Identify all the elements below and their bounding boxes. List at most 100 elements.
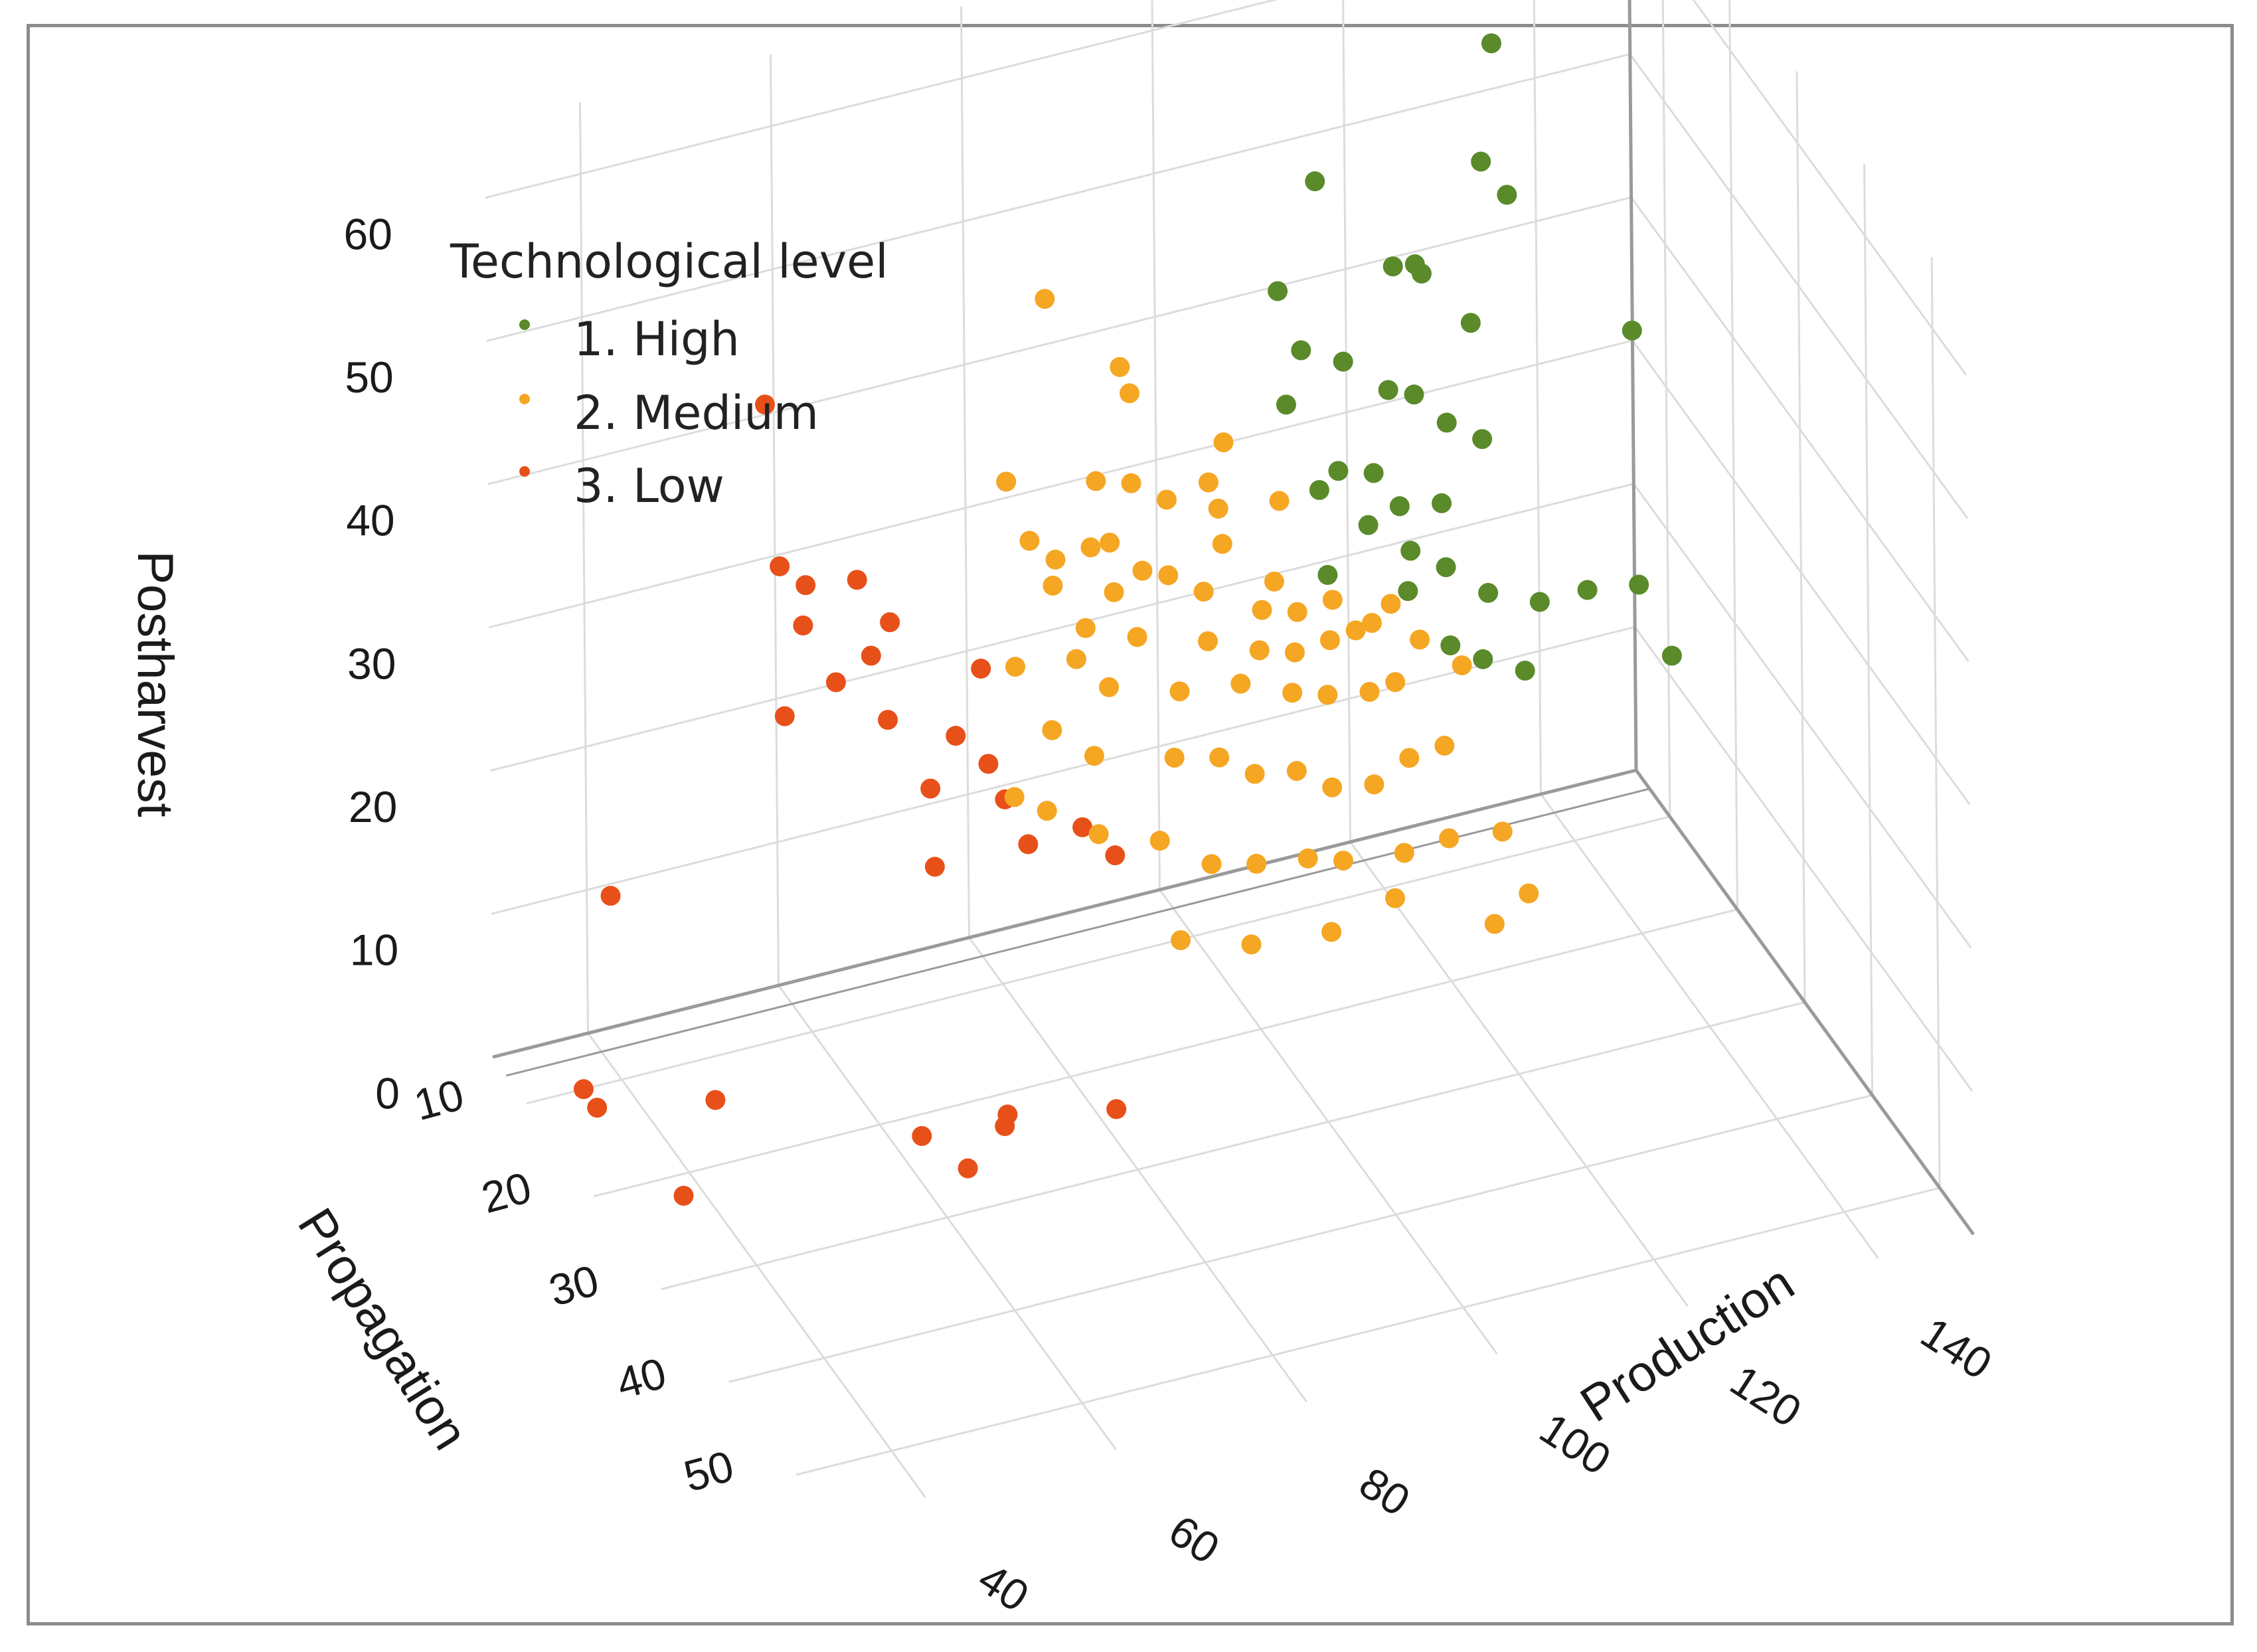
- data-point-series-2-14: [1212, 534, 1232, 554]
- data-point-series-1-29: [1577, 580, 1598, 600]
- x-axis-line: [492, 768, 1637, 1059]
- data-point-series-2-31: [1319, 630, 1340, 651]
- data-point-series-2-49: [1209, 747, 1230, 768]
- data-point-series-2-58: [1088, 824, 1109, 845]
- data-point-series-2-23: [1252, 600, 1272, 620]
- floor-grid-line: [594, 908, 1738, 1198]
- data-point-series-1-30: [1398, 581, 1418, 602]
- data-point-series-2-42: [1359, 682, 1380, 702]
- data-point-series-1-20: [1363, 463, 1384, 483]
- data-point-series-2-66: [1171, 930, 1191, 950]
- data-point-series-2-43: [1385, 672, 1406, 693]
- data-point-series-3-22: [587, 1098, 608, 1118]
- data-point-series-2-7: [1269, 491, 1290, 511]
- data-point-series-2-60: [1201, 854, 1222, 874]
- data-point-series-1-3: [1471, 151, 1491, 172]
- data-point-series-3-27: [995, 1116, 1015, 1137]
- data-point-series-1-21: [1389, 496, 1410, 517]
- data-point-series-2-41: [1317, 685, 1338, 705]
- data-point-series-2-57: [1037, 801, 1057, 821]
- x-axis-edge-line: [505, 787, 1650, 1077]
- data-point-series-1-28: [1529, 592, 1550, 612]
- back-wall-grid-line: [1151, 0, 1161, 890]
- data-point-series-1-36: [1317, 564, 1338, 585]
- data-point-series-2-9: [1121, 473, 1141, 493]
- x-tick-label: 140: [1912, 1307, 2001, 1388]
- data-point-series-2-21: [1043, 575, 1063, 596]
- data-point-series-3-28: [1106, 1099, 1127, 1119]
- data-point-series-3-29: [673, 1185, 694, 1206]
- data-point-series-2-10: [1156, 489, 1177, 510]
- data-point-series-1-5: [1622, 320, 1642, 341]
- data-point-series-2-48: [1164, 748, 1185, 768]
- data-point-series-1-27: [1478, 582, 1499, 603]
- data-point-series-2-62: [1297, 848, 1318, 868]
- data-point-series-2-29: [1249, 640, 1270, 661]
- y-tick-label: 40: [612, 1348, 671, 1408]
- data-point-series-2-37: [1099, 677, 1120, 697]
- legend-entry-high: 1. High: [519, 312, 740, 367]
- data-point-series-2-19: [1193, 582, 1214, 602]
- y-axis-line: [1634, 769, 1975, 1236]
- data-point-series-2-12: [1019, 531, 1040, 551]
- back-wall-grid-line: [770, 54, 780, 986]
- z-tick-label: 60: [344, 209, 392, 258]
- data-point-series-2-38: [1169, 681, 1190, 702]
- side-wall-grid-line: [1930, 257, 1941, 1189]
- data-point-series-3-10: [774, 706, 795, 726]
- data-point-series-2-55: [1434, 736, 1455, 756]
- data-point-series-1-26: [1436, 557, 1456, 578]
- side-wall-grid-line: [1661, 0, 1671, 817]
- data-point-series-2-64: [1394, 843, 1414, 863]
- points-layer: [573, 33, 1682, 1206]
- side-wall-grid-line: [1728, 0, 1738, 910]
- data-point-series-2-59: [1149, 831, 1170, 851]
- data-point-series-3-7: [825, 672, 846, 693]
- data-point-series-1-22: [1432, 493, 1452, 513]
- data-point-series-3-5: [793, 615, 813, 635]
- back-wall-grid-line: [579, 102, 589, 1034]
- data-point-series-2-26: [1075, 618, 1096, 638]
- back-wall-grid-line: [1342, 0, 1351, 843]
- data-point-series-3-20: [600, 886, 621, 906]
- data-point-series-2-22: [1104, 582, 1124, 602]
- data-point-series-2-56: [1004, 787, 1025, 807]
- data-point-series-1-32: [1473, 649, 1493, 669]
- legend-marker-high: [519, 319, 530, 330]
- data-point-series-1-35: [1661, 645, 1682, 666]
- legend-marker-low: [519, 466, 530, 477]
- back-wall-grid-line: [960, 6, 970, 938]
- data-point-series-1-6: [1305, 171, 1325, 192]
- y-tick-label: 30: [544, 1255, 604, 1315]
- data-point-series-2-54: [1399, 748, 1420, 768]
- z-tick-label: 20: [349, 782, 397, 831]
- data-point-series-1-11: [1268, 281, 1288, 301]
- back-wall-grid-line: [485, 0, 1278, 199]
- data-point-series-2-24: [1287, 602, 1307, 622]
- back-wall-grid-line: [489, 483, 1634, 772]
- data-point-series-2-68: [1321, 922, 1342, 942]
- data-point-series-3-17: [1072, 817, 1093, 837]
- data-point-series-2-72: [1484, 914, 1505, 934]
- data-point-series-2-46: [1042, 720, 1062, 740]
- data-point-series-1-12: [1291, 340, 1311, 361]
- data-point-series-2-45: [1452, 655, 1472, 676]
- data-point-series-3-8: [861, 645, 881, 666]
- data-point-series-1-23: [1309, 480, 1329, 501]
- data-point-series-2-2: [1120, 383, 1140, 404]
- side-wall-grid-line: [1796, 71, 1806, 1003]
- legend-label-low: 3. Low: [574, 459, 724, 513]
- data-point-series-3-1: [754, 394, 775, 415]
- legend-entry-medium: 2. Medium: [519, 386, 819, 440]
- data-point-series-2-8: [1086, 471, 1106, 491]
- data-point-series-3-13: [920, 778, 941, 799]
- data-point-series-2-18: [1158, 565, 1179, 586]
- data-point-series-2-28: [1198, 631, 1218, 651]
- data-point-series-2-69: [1385, 888, 1406, 908]
- data-point-series-1-14: [1378, 380, 1398, 400]
- back-wall-grid-line: [487, 196, 1631, 485]
- data-point-series-1-2: [1481, 33, 1501, 54]
- back-wall-grid-line: [491, 625, 1635, 915]
- data-point-series-2-11: [1208, 499, 1228, 519]
